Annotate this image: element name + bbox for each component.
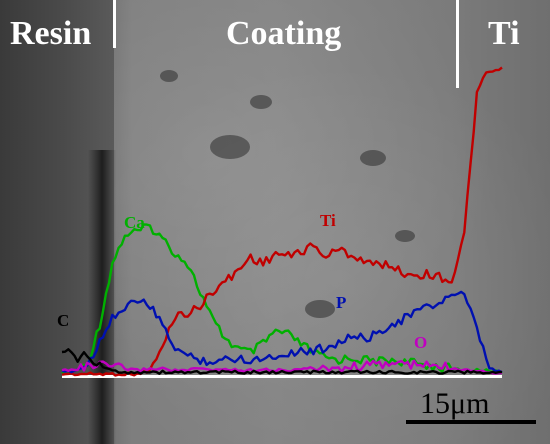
interface-crack [88,150,116,444]
surface-pore [250,95,272,109]
resin-coating-boundary [113,0,116,48]
profile-line-ca [61,223,503,375]
surface-pore [305,300,335,318]
scale-bar [406,420,536,424]
coating-ti-boundary [456,0,459,88]
element-label-p: P [336,293,347,312]
region-label-ti: Ti [488,15,520,52]
profile-line-p [61,290,503,374]
element-label-ca: Ca [124,213,145,232]
profile-line-o [61,359,503,375]
surface-pore [160,70,178,82]
element-label-c: C [57,311,70,330]
region-label-coating: Coating [226,15,342,52]
surface-pore [210,135,250,159]
scale-bar-label: 15μm [420,387,490,420]
element-label-ti: Ti [320,211,336,230]
surface-pore [395,230,415,242]
surface-pore [360,150,386,166]
profile-line-c [61,348,503,375]
region-label-resin: Resin [10,15,92,52]
profile-line-ti [61,66,503,377]
line-scan-baseline [62,375,502,378]
element-label-o: O [414,333,428,352]
